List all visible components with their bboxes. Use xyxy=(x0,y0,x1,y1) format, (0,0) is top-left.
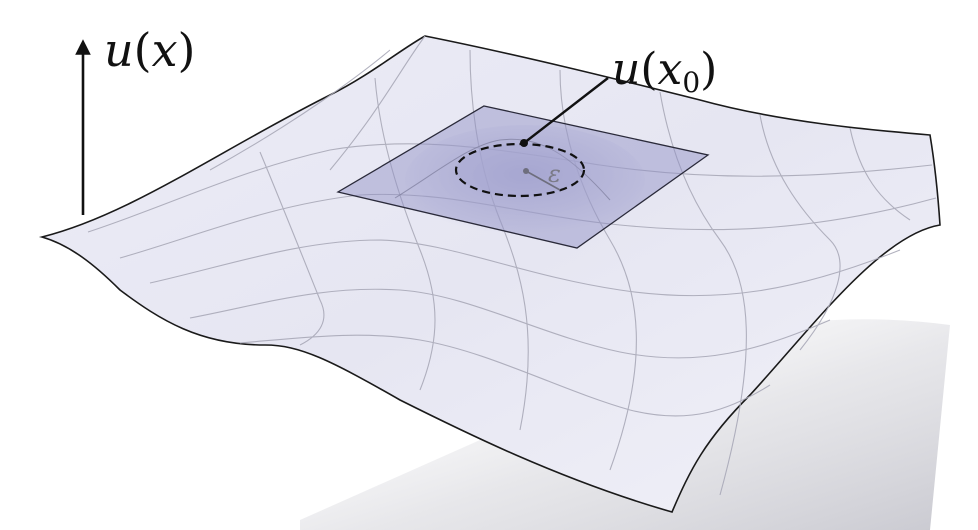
epsilon-label: ε xyxy=(548,160,561,188)
leader-line xyxy=(523,77,609,144)
radius-line xyxy=(525,170,561,191)
peak-shading xyxy=(405,125,645,235)
bump-contour xyxy=(394,138,611,201)
center-point xyxy=(523,168,529,174)
axis-label: u(x) xyxy=(104,23,196,77)
point-label: u(x0) xyxy=(612,44,717,99)
epsilon-ball xyxy=(454,142,586,198)
tangent-plane xyxy=(336,105,710,249)
peak-point xyxy=(520,139,528,147)
wavy-surface xyxy=(38,35,941,513)
